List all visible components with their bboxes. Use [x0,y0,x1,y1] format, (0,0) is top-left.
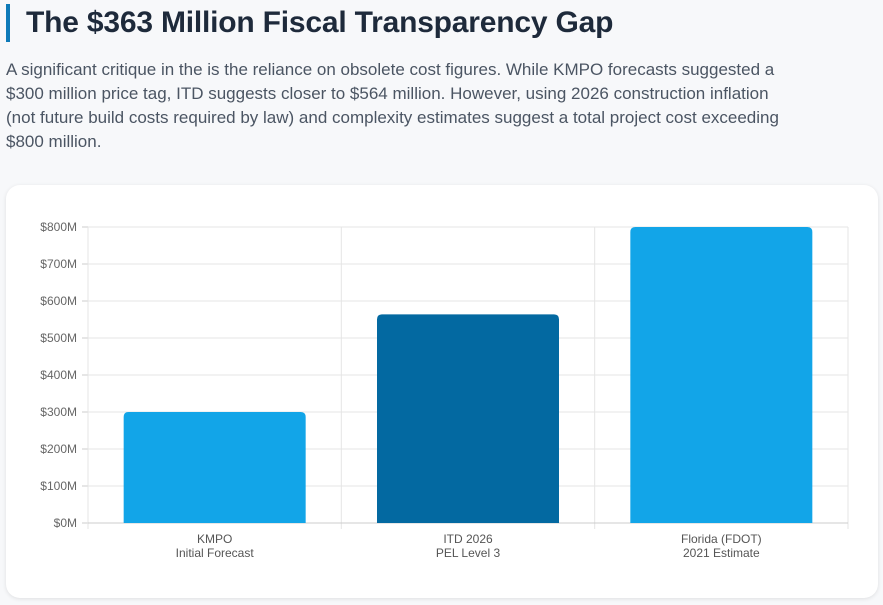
bar-3 [630,227,813,523]
x-category-label: KMPO [197,532,232,546]
y-tick-label: $600M [40,294,77,308]
y-tick-label: $100M [40,479,77,493]
y-tick-label: $0M [54,516,77,530]
y-tick-label: $300M [40,405,77,419]
x-category-label: ITD 2026 [443,532,493,546]
y-tick-label: $400M [40,368,77,382]
bar-2 [377,314,559,523]
x-category-label: 2021 Estimate [683,546,760,560]
title-accent-bar: The $363 Million Fiscal Transparency Gap [6,4,613,42]
page-title: The $363 Million Fiscal Transparency Gap [26,6,614,39]
x-category-label: PEL Level 3 [436,546,501,560]
bar-1 [123,412,306,523]
x-category-label: Florida (FDOT) [681,532,762,546]
y-tick-label: $500M [40,331,77,345]
y-tick-label: $800M [40,220,77,234]
chart-card: $0M $100M $200M $300M $400M $500M $600M $700M $8… [6,185,878,598]
y-tick-label: $700M [40,257,77,271]
bar-chart: $0M $100M $200M $300M $400M $500M $600M $700M $8… [40,220,849,560]
intro-paragraph: A significant critique in the is the rel… [6,60,779,151]
x-category-label: Initial Forecast [176,546,255,560]
y-tick-label: $200M [40,442,77,456]
